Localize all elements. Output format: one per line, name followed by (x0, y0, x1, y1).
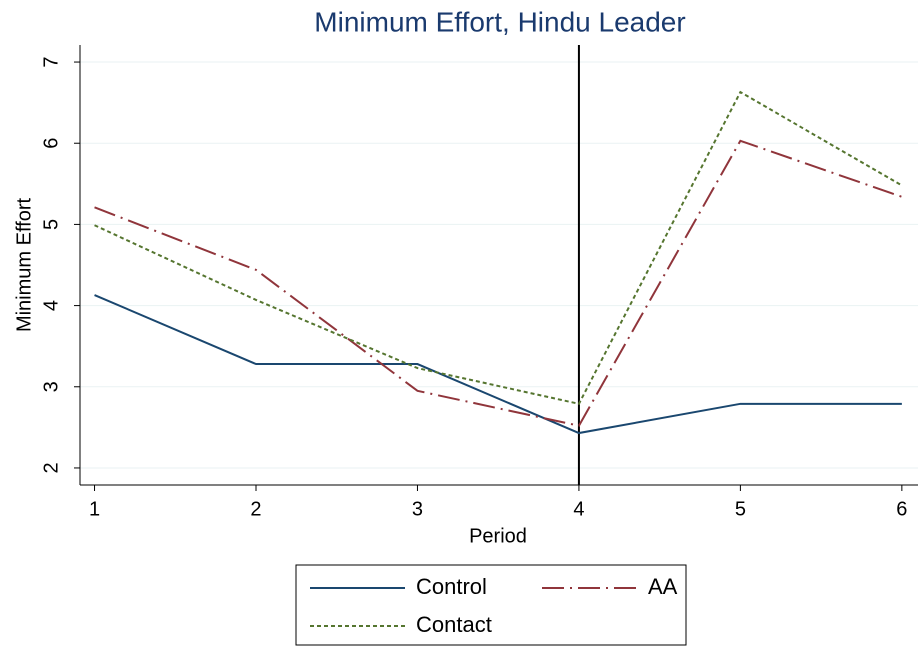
legend-label: Control (416, 574, 487, 599)
legend-box (295, 564, 687, 646)
series-line (94, 90, 903, 405)
y-tick-label: 2 (40, 462, 62, 473)
x-tick-label: 3 (412, 498, 423, 520)
x-axis-label: Period (469, 525, 527, 547)
y-tick-label: 3 (40, 381, 62, 392)
y-axis-label: Minimum Effort (13, 198, 35, 333)
x-tick-label: 1 (89, 498, 100, 520)
chart-title: Minimum Effort, Hindu Leader (314, 6, 685, 37)
legend-label: AA (648, 574, 678, 599)
series-line (94, 294, 902, 435)
x-tick-label: 4 (573, 498, 584, 520)
x-tick-label: 2 (250, 498, 261, 520)
legend-label: Contact (416, 612, 492, 637)
series-line (94, 139, 903, 427)
x-tick-label: 6 (896, 498, 907, 520)
y-tick-label: 7 (40, 56, 62, 67)
x-tick-label: 5 (735, 498, 746, 520)
y-tick-label: 6 (40, 138, 62, 149)
y-tick-label: 4 (40, 300, 62, 311)
y-tick-label: 5 (40, 219, 62, 230)
